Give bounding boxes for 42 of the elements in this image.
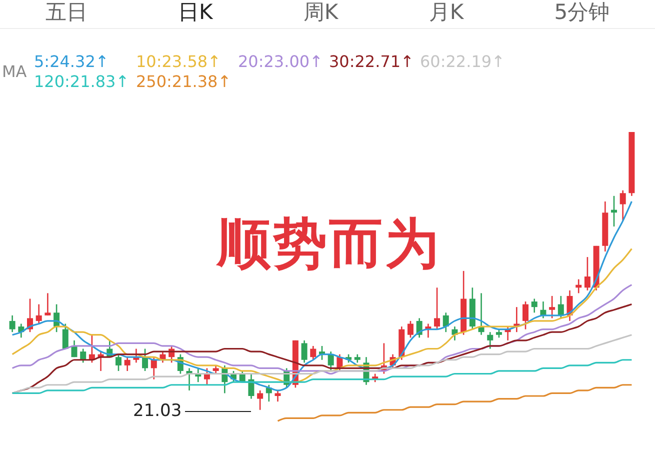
candlestick [328, 350, 334, 372]
text: 60:22.19↑ [420, 52, 505, 71]
candlestick [36, 304, 42, 324]
candlestick [274, 390, 281, 402]
text: 月K [428, 0, 464, 26]
legend-title: MA [2, 62, 27, 81]
candlestick [576, 278, 582, 294]
candlestick [610, 195, 617, 228]
candlestick [124, 356, 130, 372]
candlestick [442, 312, 449, 333]
candlestick [301, 340, 308, 364]
annotation: 21.03 [133, 401, 182, 421]
text: 5:24.32↑ [34, 52, 109, 71]
candlestick [549, 295, 556, 319]
candlestick [44, 292, 51, 316]
candlestick [584, 256, 590, 292]
candlestick [71, 340, 78, 358]
candlestick [150, 356, 157, 380]
candlestick [9, 314, 16, 333]
candlestick [558, 295, 564, 319]
text: 10:23.58↑ [136, 52, 221, 71]
candlestick [531, 298, 538, 314]
text: 日K [178, 0, 213, 26]
text: 五日 [45, 0, 88, 26]
candlestick [248, 373, 254, 400]
text: 20:23.00↑ [238, 52, 323, 71]
candlestick [434, 286, 440, 330]
candlestick [310, 345, 316, 361]
candlestick [620, 190, 626, 222]
text: 120:21.83↑ [34, 72, 130, 91]
candlestick [522, 300, 529, 330]
candlestick [407, 320, 414, 338]
candlestick [257, 390, 264, 411]
candlestick [115, 354, 122, 372]
candlestick [487, 331, 494, 350]
candlestick [80, 348, 86, 364]
text: 250:21.38↑ [136, 72, 232, 91]
text: 5分钟 [554, 0, 610, 26]
candlestick [62, 323, 68, 350]
text: 30:22.71↑ [329, 52, 414, 71]
text: 周K [303, 0, 338, 26]
annotation: 顺势而为 [217, 211, 441, 277]
